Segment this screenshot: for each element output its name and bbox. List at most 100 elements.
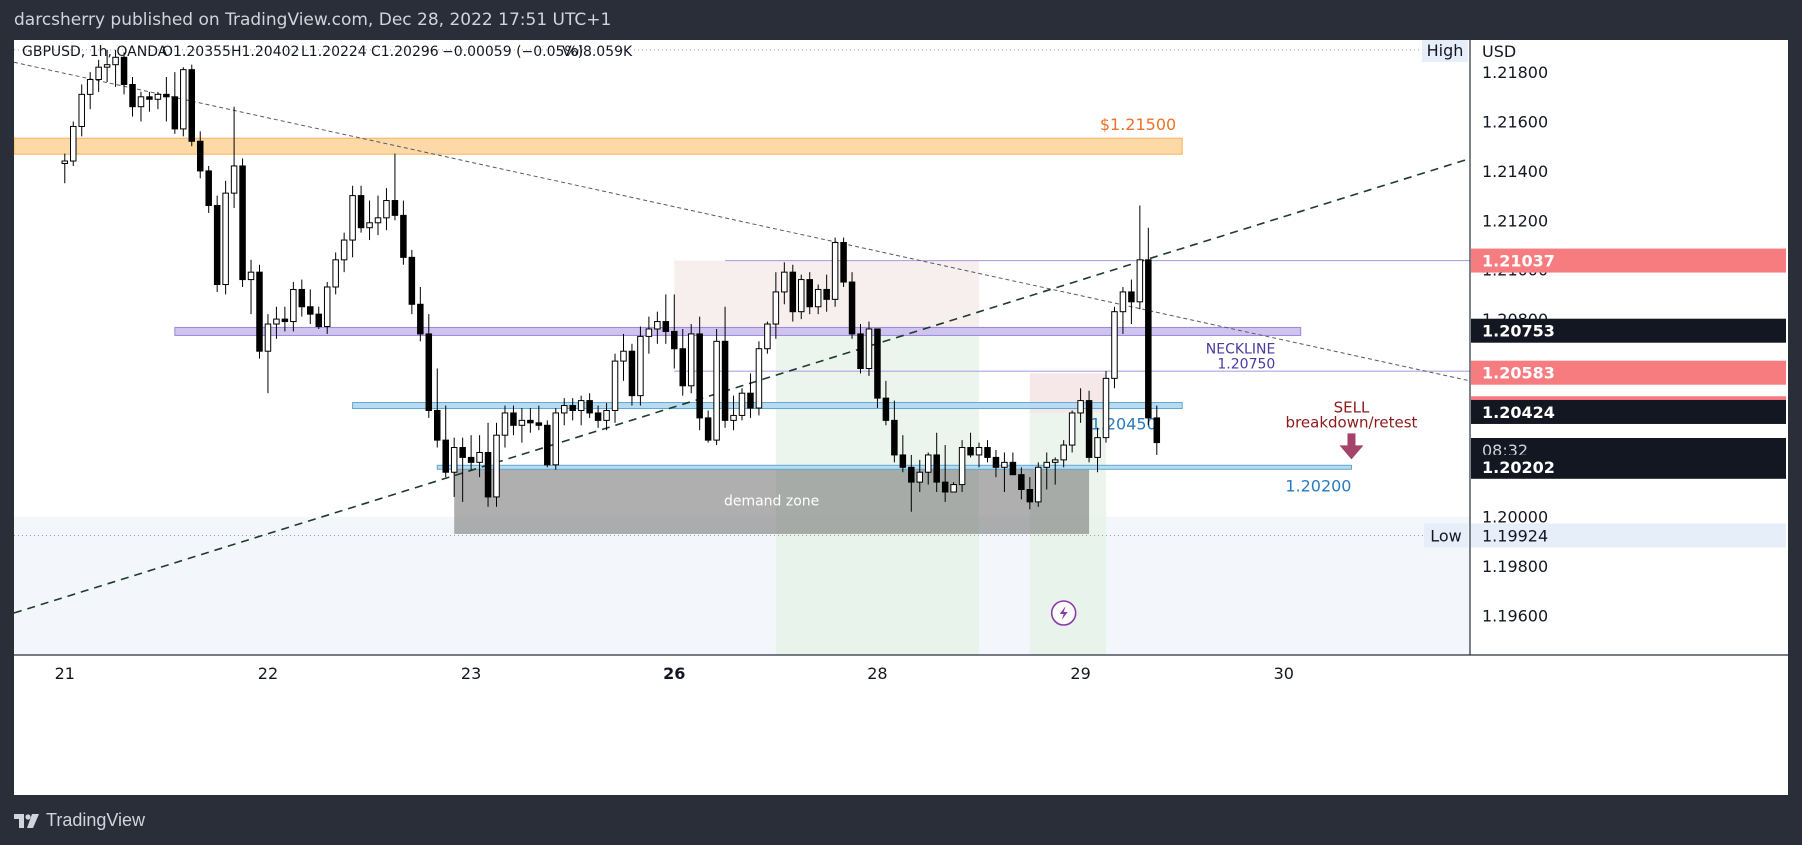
candle-body [848, 281, 856, 335]
candle-body [814, 288, 822, 308]
candle-body [501, 412, 509, 436]
x-tick-label: 23 [461, 664, 481, 683]
sell-sublabel: breakdown/retest [1286, 413, 1418, 431]
price-badge [1471, 523, 1786, 548]
candle-body [671, 330, 678, 350]
neckline-zone [174, 326, 1302, 336]
tradingview-icon [14, 813, 39, 828]
chart-panel[interactable]: $1.21500 NECKLINE 1.20750 1.20450 demand zon… [14, 40, 1788, 795]
price-badge [1471, 318, 1786, 343]
candle-body [730, 414, 737, 421]
footer: TradingView [0, 796, 1802, 845]
flash-bolt-icon [1059, 606, 1068, 621]
candle-body [78, 93, 85, 127]
candle-body [941, 481, 949, 493]
candle-body [264, 323, 272, 352]
candle-body [840, 242, 847, 283]
candle-body [408, 256, 416, 305]
candle-body [544, 424, 551, 466]
candle-body [273, 318, 280, 325]
candle-body [933, 454, 940, 483]
legend-low: L1.20224 [301, 44, 367, 60]
candle-body [747, 392, 754, 409]
y-tick-label: 1.21600 [1482, 113, 1548, 132]
y-tick-label: 1.21200 [1482, 211, 1548, 230]
candle-body [755, 348, 763, 409]
candle-body [1051, 459, 1059, 463]
legend-symbol: GBPUSD, 1h, OANDA [22, 44, 168, 60]
price-badge [1471, 454, 1786, 479]
candle-body [95, 66, 102, 81]
candle-body [1094, 437, 1101, 458]
candle-body [577, 400, 585, 411]
candle-body [213, 204, 221, 286]
candle-body [620, 350, 627, 362]
candle-body [467, 456, 475, 463]
legend-change: −0.00059 (−0.05%) [442, 44, 583, 60]
resistance-zone [14, 137, 1183, 155]
candle-body [865, 328, 873, 369]
candle-body [290, 288, 297, 323]
y-tick-label: 1.21800 [1482, 63, 1548, 82]
legend-volume: Vol8.059K [562, 44, 633, 60]
candle-body [831, 242, 839, 300]
candle-body [1043, 461, 1050, 468]
candle-body [357, 195, 365, 229]
neckline-value: 1.20750 [1217, 356, 1275, 372]
candle-body [950, 484, 957, 493]
candle-body [696, 333, 703, 419]
candle-body [586, 400, 593, 414]
price-badge-label: 1.20753 [1482, 322, 1555, 341]
candle-body [120, 56, 128, 85]
candle-body [984, 447, 991, 458]
candle-body [70, 125, 77, 162]
candle-body [1145, 259, 1152, 419]
x-tick-label: 22 [258, 664, 278, 683]
candle-body [908, 466, 915, 483]
price-badge [1471, 360, 1786, 385]
candle-body [146, 96, 153, 100]
candle-body [899, 454, 907, 468]
candle-body [391, 200, 399, 216]
candle-body [425, 333, 433, 411]
publish-info: darcsherry published on TradingView.com,… [14, 10, 612, 30]
x-tick-label: 26 [663, 664, 685, 683]
price-badge-label: 1.20583 [1482, 364, 1555, 383]
currency-label: USD [1482, 42, 1516, 61]
candle-body [61, 160, 69, 164]
candle-body [188, 69, 196, 142]
candle-body [137, 96, 145, 108]
candle-body [1060, 444, 1067, 461]
lower-shade [14, 516, 1470, 655]
candle-body [493, 434, 500, 498]
candle-body [527, 419, 534, 424]
tradingview-logo[interactable]: TradingView [14, 810, 145, 831]
candle-body [281, 318, 289, 323]
y-tick-label: 1.20000 [1482, 508, 1548, 527]
candle-body [569, 405, 576, 411]
candle-body [417, 303, 424, 335]
candle-body [332, 259, 339, 288]
candle-body [891, 419, 898, 456]
x-tick-label: 28 [867, 664, 887, 683]
demand-zone [454, 467, 1090, 534]
candle-body [171, 96, 179, 130]
support-zone [352, 402, 1183, 410]
target-label: 1.20200 [1285, 476, 1351, 495]
candle-body [882, 397, 890, 421]
candle-body [86, 79, 94, 95]
resistance-label: $1.21500 [1100, 115, 1176, 134]
demand-zone-label: demand zone [724, 494, 819, 510]
low-tag [1424, 523, 1468, 548]
price-badge-label: 1.19924 [1482, 526, 1548, 545]
y-tick-label: 1.21400 [1482, 162, 1548, 181]
candle-body [713, 340, 720, 441]
legend-open: O1.20355 [162, 44, 231, 60]
candle-body [916, 471, 924, 483]
candle-body [798, 279, 805, 313]
candle-body [459, 447, 466, 458]
candle-body [645, 328, 653, 337]
candle-body [958, 447, 966, 486]
candle-body [256, 271, 263, 352]
